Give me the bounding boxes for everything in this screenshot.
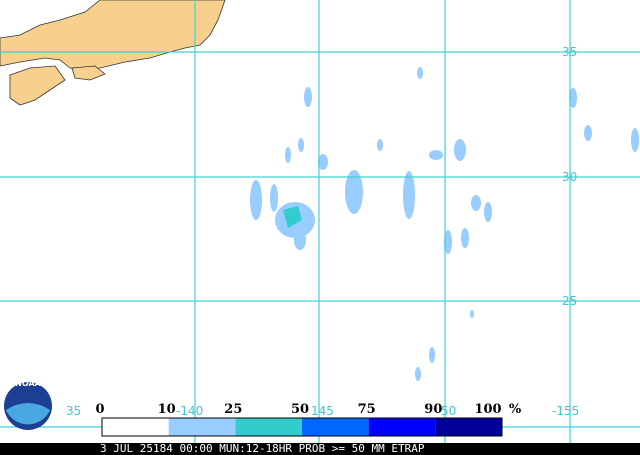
precip (631, 128, 639, 152)
legend-label: 90 (424, 402, 442, 417)
legend-label: 100 (474, 402, 501, 417)
lon-label: 50 (441, 404, 456, 418)
precip (318, 154, 328, 170)
precip (584, 125, 592, 141)
precip (429, 347, 435, 363)
precip-areas (250, 67, 639, 381)
legend-swatch (168, 418, 236, 436)
precip (304, 87, 312, 107)
footer-bar (0, 443, 640, 455)
precip (484, 202, 492, 222)
legend-label: 10 (158, 402, 176, 417)
legend-swatch (368, 418, 436, 436)
lon-label: 35 (66, 404, 81, 418)
legend-swatch (302, 418, 369, 436)
footer-text: 3 JUL 25184 00:00 MUN:12-18HR PROB >= 50… (100, 442, 425, 455)
precip (417, 67, 423, 79)
lat-label: 25 (562, 294, 577, 308)
legend-border (101, 417, 503, 437)
legend-label: 0 (95, 402, 104, 417)
precip (294, 230, 306, 250)
logo-text: NOAA (15, 379, 41, 388)
legend-label: 25 (224, 402, 242, 417)
precip-high (283, 206, 302, 228)
precip (285, 147, 291, 163)
precip (270, 184, 278, 212)
legend-swatch (235, 418, 302, 436)
precip (345, 170, 363, 214)
precip (471, 195, 481, 211)
precip (377, 139, 383, 151)
lat-label: 35 (562, 45, 577, 59)
logo-wave (6, 403, 50, 425)
precip (470, 310, 474, 318)
legend-swatch (102, 418, 169, 436)
lon-label: 145 (311, 404, 334, 418)
noaa-logo: NOAA (4, 379, 52, 430)
lon-label: -155 (552, 404, 579, 418)
precip (454, 139, 466, 161)
lat-label: 30 (562, 170, 577, 184)
precip (298, 138, 304, 152)
legend: 0 10 25 50 75 90 100% (95, 402, 522, 437)
kyushu (9, 65, 66, 106)
legend-swatch (435, 418, 502, 436)
precip (429, 150, 443, 160)
precip (461, 228, 469, 248)
precip (403, 171, 415, 219)
precip (415, 367, 421, 381)
lon-label: -140 (176, 404, 203, 418)
precip (569, 88, 577, 108)
shikoku (71, 65, 106, 81)
precip (444, 230, 452, 254)
legend-label: 50 (291, 402, 309, 417)
legend-unit: % (509, 402, 522, 417)
grid-labels: 35 30 25 35 -140 145 50 -155 (66, 45, 579, 418)
precip (250, 180, 262, 220)
legend-label: 75 (358, 402, 376, 417)
